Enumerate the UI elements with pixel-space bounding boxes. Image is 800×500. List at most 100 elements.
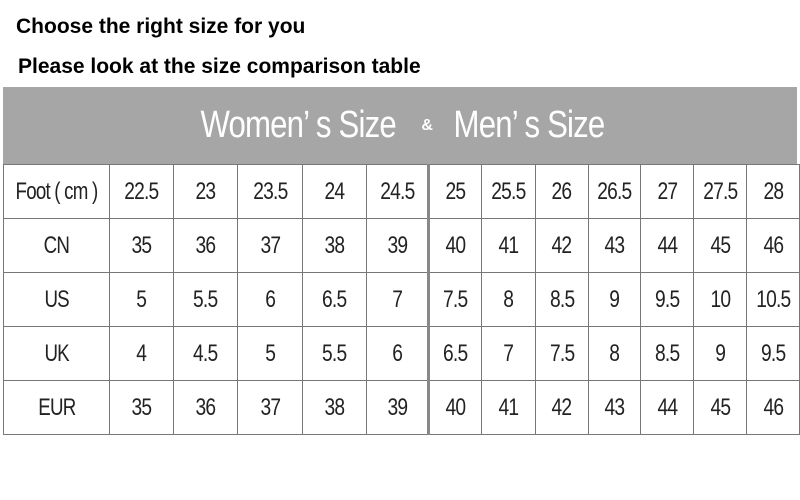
size-cell: 27.5 [693, 164, 748, 219]
table-row: UK 4 4.5 5 5.5 6 6.5 7 7.5 8 8.5 9 9.5 [2, 326, 800, 381]
womens-size-title: Women’ s Size [200, 104, 397, 146]
row-label-text: US [44, 285, 69, 313]
size-value: 5 [265, 339, 276, 367]
size-value: 4 [136, 339, 147, 367]
size-value: 25 [445, 177, 467, 205]
size-cell: 5 [237, 326, 303, 381]
size-value: 27 [657, 177, 678, 205]
size-value: 8 [503, 285, 515, 313]
size-value: 7 [391, 285, 403, 313]
size-cell: 25.5 [481, 164, 536, 219]
size-cell: 4 [109, 326, 174, 381]
mens-size-title: Men’ s Size [453, 104, 605, 146]
size-value: 8 [609, 339, 621, 367]
size-value: 26.5 [597, 177, 632, 205]
size-cell: 37 [237, 380, 303, 435]
size-cell: 25 [427, 164, 483, 219]
size-cell: 44 [640, 218, 695, 273]
size-value: 46 [763, 231, 784, 259]
size-value: 38 [324, 393, 345, 421]
size-value: 39 [387, 393, 408, 421]
size-value: 40 [445, 231, 467, 259]
size-cell: 8 [587, 326, 642, 381]
size-value: 9 [609, 285, 621, 313]
size-cell: 6.5 [301, 272, 367, 327]
size-value: 35 [131, 231, 152, 259]
size-value: 7 [503, 339, 515, 367]
size-cell: 27 [640, 164, 695, 219]
size-cell: 37 [237, 218, 303, 273]
size-cell: 45 [693, 380, 748, 435]
size-value: 46 [763, 393, 784, 421]
size-cell: 9.5 [746, 326, 800, 381]
size-cell: 36 [172, 218, 239, 273]
size-value: 6 [265, 285, 276, 313]
size-value: 41 [498, 231, 520, 259]
size-cell: 44 [640, 380, 695, 435]
size-cell: 39 [365, 218, 430, 273]
size-value: 10.5 [755, 285, 791, 313]
row-label: Foot ( cm ) [2, 164, 111, 219]
size-value: 9.5 [760, 339, 786, 367]
size-value: 41 [498, 393, 520, 421]
size-value: 5.5 [322, 339, 347, 367]
size-cell: 9 [693, 326, 748, 381]
size-value: 9 [715, 339, 726, 367]
size-value: 37 [260, 231, 281, 259]
size-value: 25.5 [491, 177, 526, 205]
size-cell: 9.5 [640, 272, 695, 327]
size-cell: 26 [534, 164, 589, 219]
size-value: 37 [260, 393, 281, 421]
row-label-text: UK [44, 339, 69, 367]
size-value: 43 [604, 231, 626, 259]
size-value: 27.5 [703, 177, 738, 205]
ampersand: & [421, 116, 433, 134]
size-value: 28 [763, 177, 784, 205]
size-cell: 9 [587, 272, 642, 327]
size-cell: 42 [534, 218, 589, 273]
size-value: 6.5 [443, 339, 469, 367]
table-row: US 5 5.5 6 6.5 7 7.5 8 8.5 9 9.5 10 10.5 [2, 272, 800, 327]
row-label: CN [2, 218, 111, 273]
size-value: 42 [551, 393, 573, 421]
size-value: 36 [195, 393, 217, 421]
size-cell: 38 [301, 218, 367, 273]
size-cell: 6 [365, 326, 430, 381]
size-value: 8.5 [655, 339, 680, 367]
size-cell: 5.5 [301, 326, 367, 381]
size-value: 43 [604, 393, 626, 421]
size-cell: 6.5 [427, 326, 483, 381]
size-value: 45 [710, 393, 731, 421]
size-comparison-table: Foot ( cm ) 22.5 23 23.5 24 24.5 25 25.5 26 26.5 2… [2, 164, 800, 435]
size-cell: 8.5 [534, 272, 589, 327]
size-cell: 26.5 [587, 164, 642, 219]
size-cell: 23 [172, 164, 239, 219]
size-cell: 41 [481, 218, 536, 273]
size-value: 24.5 [379, 177, 415, 205]
size-cell: 8 [481, 272, 536, 327]
size-cell: 42 [534, 380, 589, 435]
size-cell: 6 [237, 272, 303, 327]
size-cell: 7.5 [427, 272, 483, 327]
table-row: Foot ( cm ) 22.5 23 23.5 24 24.5 25 25.5 26 26.5 2… [2, 164, 800, 219]
size-cell: 46 [746, 380, 800, 435]
table-row: EUR 35 36 37 38 39 40 41 42 43 44 45 46 [2, 380, 800, 435]
size-cell: 23.5 [237, 164, 303, 219]
size-value: 38 [324, 231, 345, 259]
size-cell: 10.5 [746, 272, 800, 327]
size-value: 4.5 [193, 339, 218, 367]
size-value: 6.5 [322, 285, 347, 313]
size-cell: 5 [109, 272, 174, 327]
size-cell: 7.5 [534, 326, 589, 381]
heading-choose-size: Choose the right size for you [16, 15, 306, 38]
size-cell: 24.5 [365, 164, 430, 219]
size-cell: 35 [109, 380, 174, 435]
size-value: 5.5 [193, 285, 218, 313]
size-value: 24 [324, 177, 345, 205]
size-cell: 8.5 [640, 326, 695, 381]
size-cell: 46 [746, 218, 800, 273]
size-cell: 28 [746, 164, 800, 219]
size-cell: 39 [365, 380, 430, 435]
size-cell: 36 [172, 380, 239, 435]
size-value: 22.5 [124, 177, 159, 205]
